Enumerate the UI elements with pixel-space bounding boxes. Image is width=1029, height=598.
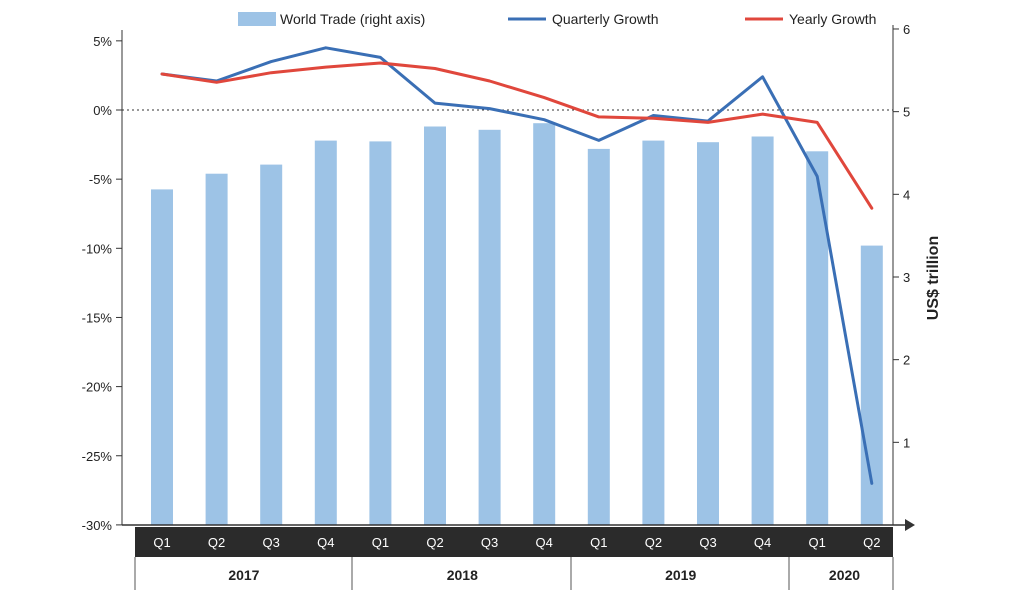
- bar-world-trade: [478, 129, 501, 526]
- bar-world-trade: [751, 136, 774, 525]
- quarter-label: Q3: [263, 535, 280, 550]
- lines-layer: [160, 46, 874, 485]
- bar-world-trade: [151, 189, 173, 525]
- bar-world-trade: [205, 173, 228, 525]
- quarter-label: Q2: [863, 535, 880, 550]
- left-tick-label: 5%: [93, 34, 112, 49]
- right-axis-title: US$ trillion: [925, 236, 942, 320]
- bar-world-trade: [642, 140, 665, 525]
- legend-swatch-world-trade: [238, 12, 276, 26]
- bar-world-trade: [587, 148, 610, 525]
- bar-world-trade: [424, 126, 446, 525]
- year-label: 2018: [447, 567, 478, 583]
- axes-layer: 5% 0% -5% -10% -15% -20% -25% -30% 6 5 4 3 2 1: [82, 22, 915, 533]
- x-axis: Q1 Q2 Q3 Q4 Q1 Q2 Q3 Q4 Q1 Q2 Q3 Q4 Q1 Q2 2017 2018 2019…: [134, 527, 894, 590]
- legend-label-world-trade: World Trade (right axis): [280, 11, 425, 27]
- bars-layer: [151, 123, 883, 526]
- left-tick-label: -15%: [82, 310, 113, 325]
- year-label: 2019: [665, 567, 696, 583]
- left-tick-label: -5%: [89, 172, 113, 187]
- quarter-label: Q3: [699, 535, 716, 550]
- quarter-label: Q2: [208, 535, 225, 550]
- bar-world-trade: [314, 140, 337, 525]
- quarter-label: Q1: [809, 535, 826, 550]
- legend-label-yearly: Yearly Growth: [789, 11, 876, 27]
- left-tick-label: -30%: [82, 518, 113, 533]
- right-tick-label: 3: [903, 270, 910, 285]
- right-tick-label: 1: [903, 435, 910, 450]
- quarter-label: Q2: [426, 535, 443, 550]
- left-tick-label: -10%: [82, 241, 113, 256]
- year-label: 2017: [228, 567, 259, 583]
- left-tick-label: -25%: [82, 449, 113, 464]
- right-tick-label: 4: [903, 187, 910, 202]
- legend: World Trade (right axis) Quarterly Growt…: [238, 11, 876, 27]
- quarter-band: [135, 527, 893, 557]
- quarter-label: Q2: [645, 535, 662, 550]
- quarter-label: Q1: [372, 535, 389, 550]
- quarter-label: Q3: [481, 535, 498, 550]
- line-yearly-growth: [160, 61, 874, 210]
- right-tick-label: 2: [903, 353, 910, 368]
- quarter-label: Q4: [317, 535, 334, 550]
- left-tick-label: 0%: [93, 103, 112, 118]
- right-tick-label: 6: [903, 22, 910, 37]
- x-axis-arrow: [905, 519, 915, 531]
- bar-world-trade: [260, 164, 283, 525]
- right-tick-label: 5: [903, 105, 910, 120]
- quarter-label: Q4: [754, 535, 771, 550]
- legend-label-quarterly: Quarterly Growth: [552, 11, 659, 27]
- bar-world-trade: [533, 123, 556, 525]
- bar-world-trade: [369, 141, 392, 525]
- quarter-label: Q4: [536, 535, 553, 550]
- left-tick-label: -20%: [82, 380, 113, 395]
- year-label: 2020: [829, 567, 860, 583]
- bar-world-trade: [806, 151, 829, 526]
- quarter-label: Q1: [590, 535, 607, 550]
- line-quarterly-growth: [160, 46, 874, 485]
- quarter-label: Q1: [153, 535, 170, 550]
- bar-world-trade: [697, 142, 719, 525]
